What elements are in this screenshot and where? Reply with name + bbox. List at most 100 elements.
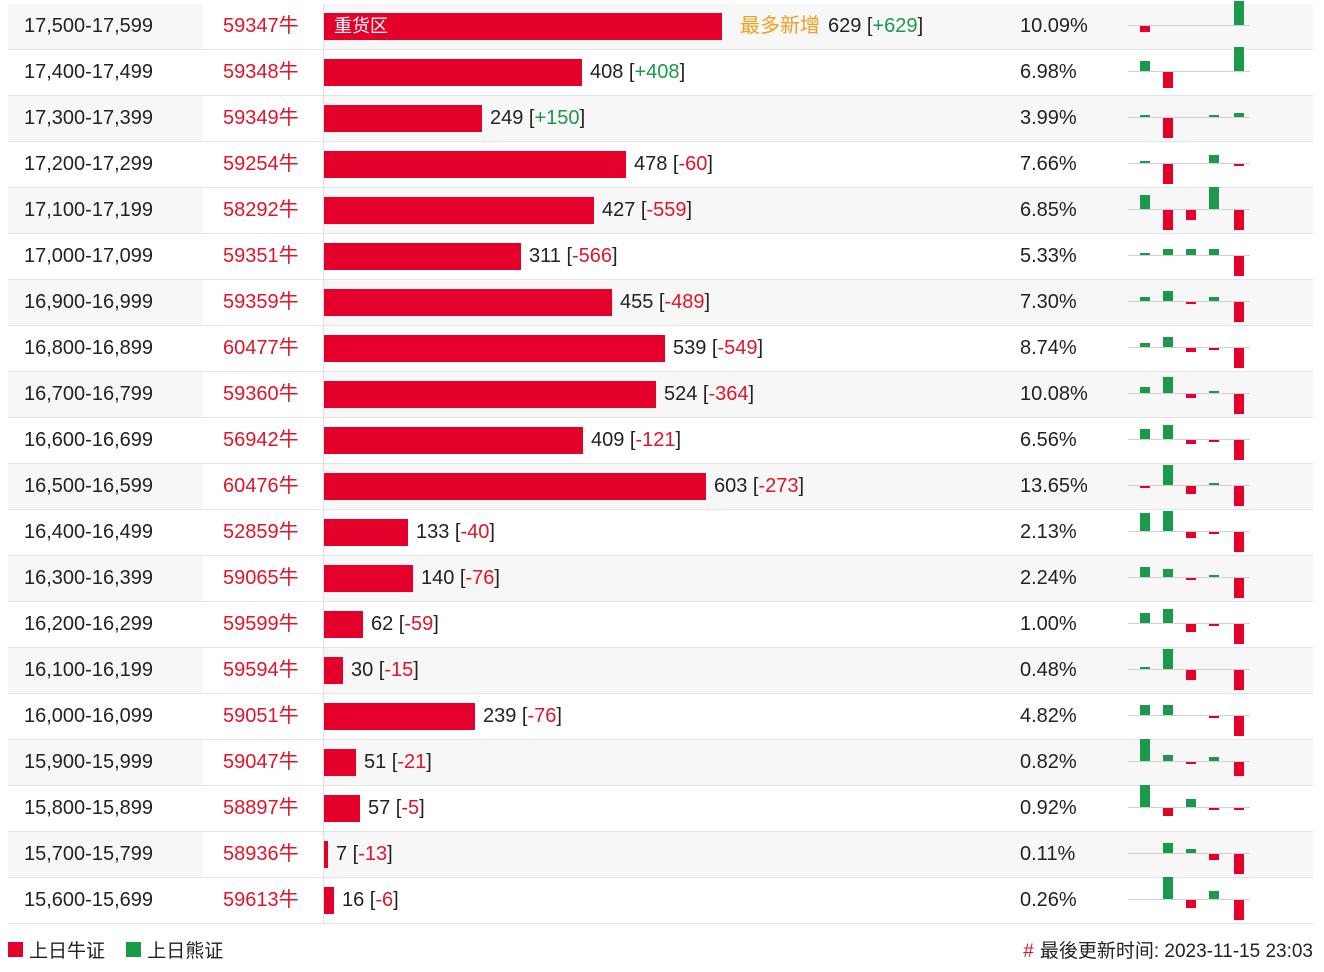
delta-value: -559 [646,199,687,221]
sparkline-bar [1234,1,1244,25]
warrant-code-link[interactable]: 59047牛 [223,751,299,773]
bar-axis [323,740,324,786]
delta-value: -21 [397,751,427,773]
volume-bar [324,795,360,822]
table-row: 15,600-15,699 59613牛 16 [-6] 0.26% [8,877,1313,924]
delta-value: -121 [635,429,676,451]
sparkline-bar [1163,377,1173,393]
sparkline-bar [1163,511,1173,531]
sparkline-bar [1209,391,1219,393]
value-number: 603 [714,475,748,497]
warrant-code-link[interactable]: 60477牛 [223,337,299,359]
warrant-code-link[interactable]: 58897牛 [223,797,299,819]
sparkline-baseline [1128,807,1250,808]
delta-value: -40 [460,521,490,543]
warrant-code-link[interactable]: 59254牛 [223,153,299,175]
bar-axis [323,602,324,648]
sparkline-bar [1140,486,1150,488]
sparkline-bar [1234,486,1244,506]
warrant-code-link[interactable]: 59349牛 [223,107,299,129]
sparkline-bar [1234,578,1244,598]
sparkline-baseline [1128,761,1250,762]
value-cell: 539 [-549] [673,337,764,359]
code-cell [203,832,323,877]
sparkline-bar [1234,854,1244,874]
sparkline-baseline [1128,163,1250,164]
legend-bull-label: 上日牛证 [29,941,106,962]
strike-range: 16,400-16,499 [24,521,154,543]
warrant-code-link[interactable]: 59051牛 [223,705,299,727]
warrant-code-link[interactable]: 59613牛 [223,889,299,911]
history-sparkline [1128,785,1250,831]
warrant-code-link[interactable]: 59594牛 [223,659,299,681]
value-number: 427 [602,199,636,221]
sparkline-bar [1163,249,1173,255]
warrant-code-link[interactable]: 59065牛 [223,567,299,589]
percent-cell: 1.00% [1020,613,1077,635]
table-row: 15,800-15,899 58897牛 57 [-5] 0.92% [8,785,1313,832]
percent-cell: 13.65% [1020,475,1088,497]
sparkline-bar [1234,256,1244,276]
history-sparkline [1128,142,1250,187]
bar-axis [323,556,324,602]
warrant-code-link[interactable]: 58292牛 [223,199,299,221]
warrant-code-link[interactable]: 59351牛 [223,245,299,267]
percent-cell: 10.08% [1020,383,1088,405]
sparkline-bar [1186,302,1196,304]
code-cell [203,602,323,647]
hash-icon: # [1023,941,1034,962]
value-number: 133 [416,521,450,543]
value-cell: 455 [-489] [620,291,711,313]
warrant-code-link[interactable]: 60476牛 [223,475,299,497]
sparkline-baseline [1128,301,1250,302]
sparkline-bar [1140,387,1150,393]
warrant-code-link[interactable]: 59599牛 [223,613,299,635]
delta-value: -76 [527,705,557,727]
position-table: 17,500-17,599 59347牛 重货区 最多新增 629 [+629] 10.0… [8,1,1313,924]
sparkline-bar [1209,575,1219,577]
sparkline-baseline [1128,439,1250,440]
warrant-code-link[interactable]: 52859牛 [223,521,299,543]
strike-range: 16,100-16,199 [24,659,154,681]
sparkline-baseline [1128,347,1250,348]
table-row: 15,700-15,799 58936牛 7 [-13] 0.11% [8,832,1313,878]
sparkline-bar [1163,425,1173,439]
code-cell [203,740,323,785]
value-cell: 133 [-40] [416,521,495,543]
sparkline-bar [1209,483,1219,485]
sparkline-bar [1186,532,1196,538]
sparkline-bar [1209,716,1219,718]
bar-axis [323,142,324,188]
bear-swatch-icon [126,942,142,957]
sparkline-bar [1140,195,1150,209]
sparkline-bar [1140,667,1150,669]
warrant-code-link[interactable]: 59359牛 [223,291,299,313]
sparkline-bar [1209,440,1219,442]
strike-range: 16,300-16,399 [24,567,154,589]
sparkline-baseline [1128,209,1250,210]
bar-axis [323,878,324,924]
sparkline-bar [1186,394,1196,398]
sparkline-baseline [1128,853,1250,854]
value-number: 239 [483,705,517,727]
sparkline-bar [1163,465,1173,485]
warrant-code-link[interactable]: 59347牛 [223,15,299,37]
sparkline-bar [1163,755,1173,761]
value-cell: 409 [-121] [591,429,682,451]
sparkline-baseline [1128,393,1250,394]
value-cell: 16 [-6] [342,889,399,911]
table-row: 16,900-16,999 59359牛 455 [-489] 7.30% [8,280,1313,326]
warrant-code-link[interactable]: 58936牛 [223,843,299,865]
warrant-code-link[interactable]: 59360牛 [223,383,299,405]
sparkline-bar [1186,210,1196,220]
table-row: 17,100-17,199 58292牛 427 [-559] 6.85% [8,187,1313,234]
sparkline-bar [1209,348,1219,350]
delta-value: +629 [872,15,918,37]
bar-axis [323,372,324,418]
warrant-code-link[interactable]: 59348牛 [223,61,299,83]
bar-axis [323,50,324,96]
code-cell [203,188,323,233]
warrant-code-link[interactable]: 56942牛 [223,429,299,451]
strike-range: 16,800-16,899 [24,337,154,359]
strike-range: 17,500-17,599 [24,15,154,37]
